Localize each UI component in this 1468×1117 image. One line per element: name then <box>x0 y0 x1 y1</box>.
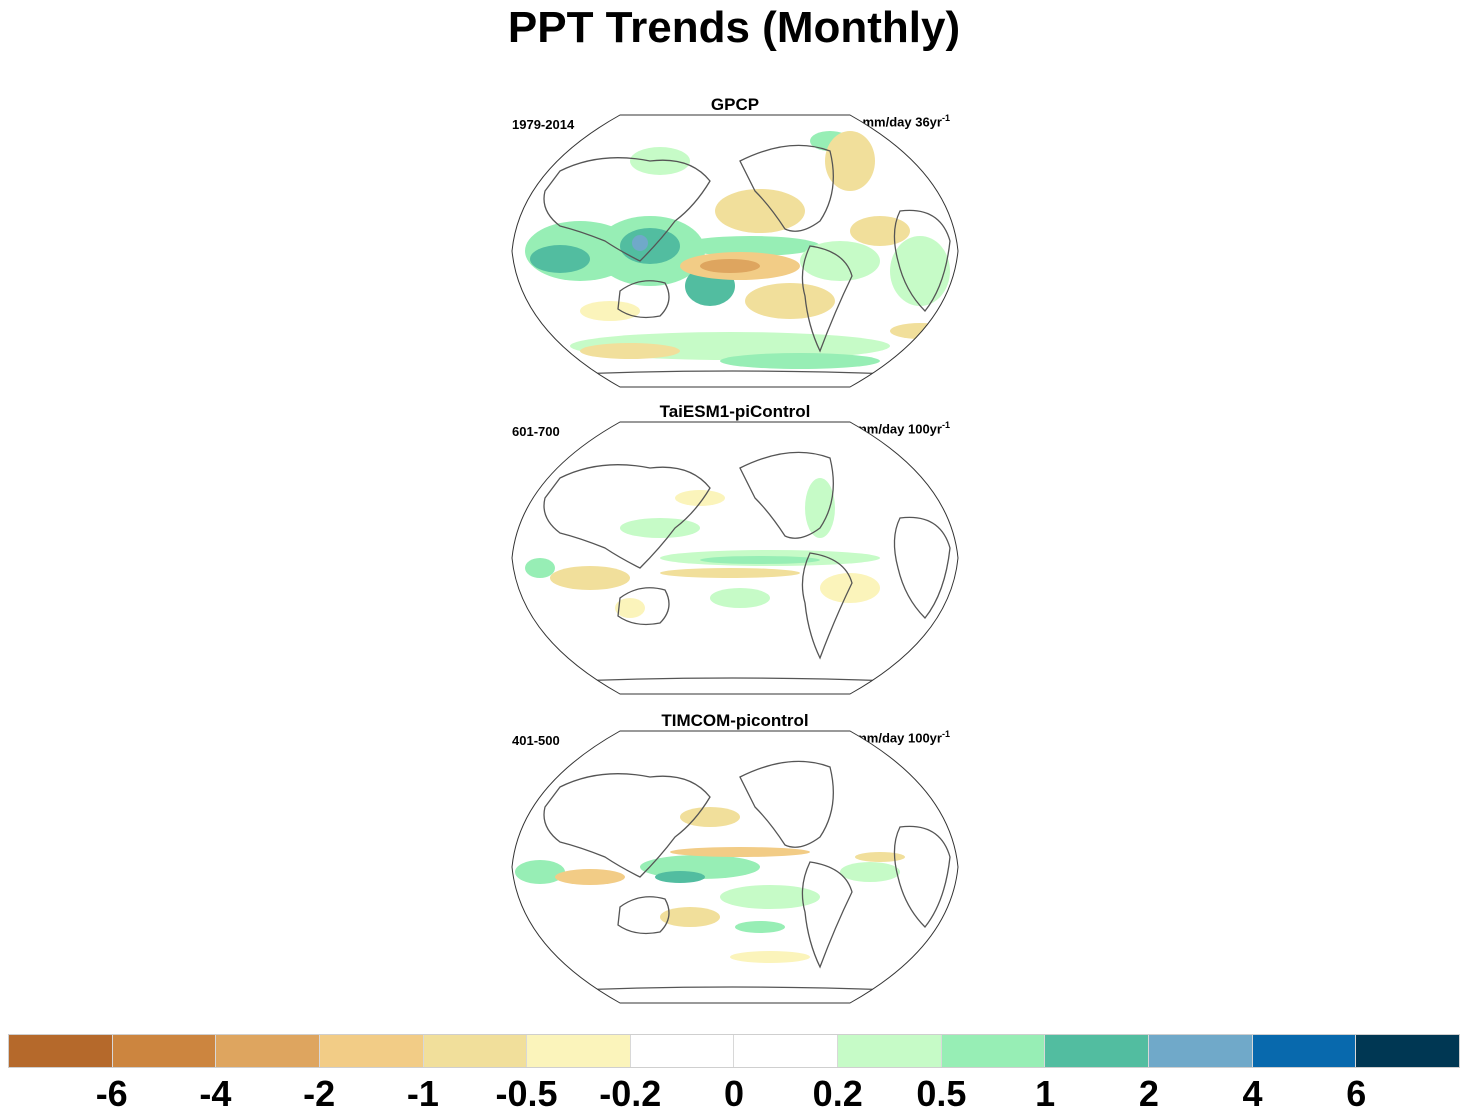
wet-anomaly <box>840 862 900 882</box>
coastline-south-america <box>801 245 853 353</box>
colorbar-tick-label: 0.2 <box>812 1073 863 1114</box>
colorbar-box <box>941 1035 1046 1067</box>
dry-anomaly <box>825 131 875 191</box>
coastline-africa <box>893 516 951 619</box>
panel-units: mm/day 100yr-1 <box>855 729 950 746</box>
colorbar-tick-label: 6 <box>1346 1073 1367 1114</box>
colorbar-tick-label: 1 <box>1035 1073 1056 1114</box>
wet-anomaly <box>515 860 565 884</box>
map-boundary <box>511 730 959 1004</box>
colorbar-tick-label: 0 <box>723 1073 745 1114</box>
coastline-australia <box>617 280 670 319</box>
coastline-africa <box>893 209 951 312</box>
colorbar-tick-label: -0.2 <box>599 1073 662 1114</box>
dry-anomaly <box>660 907 720 927</box>
wet-anomaly <box>530 245 590 273</box>
colorbar-tick-label: -4 <box>199 1073 232 1114</box>
map-panel-gpcp: GPCP 1979-2014 mm/day 36yr-1 <box>500 95 970 395</box>
colorbar-box <box>838 1035 942 1067</box>
world-map <box>511 730 959 1004</box>
coastline-asia <box>543 773 711 878</box>
colorbar-box <box>734 1035 839 1067</box>
dry-anomaly <box>855 852 905 862</box>
dry-anomaly <box>890 323 950 339</box>
dry-anomaly <box>745 283 835 319</box>
coastline-north-america <box>739 144 834 232</box>
wet-anomaly <box>805 478 835 538</box>
dry-anomaly <box>670 847 810 857</box>
world-map <box>511 421 959 695</box>
coastline-australia <box>617 896 670 935</box>
colorbar-tick-label: 0.5 <box>916 1073 967 1114</box>
dry-anomaly <box>555 869 625 885</box>
map-panel-taiesm1: TaiESM1-piControl 601-700 mm/day 100yr-1 <box>500 402 970 702</box>
colorbar-tick-label: 4 <box>1242 1073 1263 1114</box>
world-map <box>511 114 959 388</box>
wet-anomaly <box>800 241 880 281</box>
wet-anomaly <box>525 558 555 578</box>
colorbar-box <box>630 1035 735 1067</box>
coastline-south-america <box>801 552 853 660</box>
dry-anomaly <box>675 490 725 506</box>
wet-anomaly <box>680 236 820 256</box>
colorbar-box <box>1149 1035 1253 1067</box>
dry-anomaly <box>580 301 640 321</box>
map-boundary <box>511 114 959 388</box>
colorbar-box <box>9 1035 113 1067</box>
panel-period: 401-500 <box>512 733 560 748</box>
wet-anomaly <box>710 588 770 608</box>
coastline-australia <box>617 587 670 626</box>
dry-anomaly <box>715 189 805 233</box>
wet-anomaly <box>720 353 880 369</box>
colorbar <box>8 1034 1460 1068</box>
map-panel-timcom: TIMCOM-picontrol 401-500 mm/day 100yr-1 <box>500 711 970 1011</box>
wet-anomaly <box>630 147 690 175</box>
colorbar-box <box>1045 1035 1150 1067</box>
colorbar-tick-label: 2 <box>1138 1073 1159 1114</box>
panel-units: mm/day 36yr-1 <box>862 113 950 130</box>
colorbar-tick-label: -6 <box>95 1073 128 1114</box>
dry-anomaly <box>550 566 630 590</box>
colorbar-tick-label: -2 <box>303 1073 336 1114</box>
wet-anomaly <box>620 228 680 264</box>
dry-anomaly <box>660 568 800 578</box>
colorbar-box <box>1356 1035 1459 1067</box>
figure-title: PPT Trends (Monthly) <box>507 3 961 52</box>
wet-anomaly <box>735 921 785 933</box>
colorbar-box <box>112 1035 217 1067</box>
coastline-asia <box>543 464 711 569</box>
dry-anomaly <box>700 259 760 273</box>
wet-anomaly <box>655 871 705 883</box>
wet-anomaly <box>632 235 648 251</box>
wet-anomaly <box>890 236 950 306</box>
panel-title: TIMCOM-picontrol <box>661 711 809 730</box>
coastline-north-america <box>739 760 834 848</box>
colorbar-box <box>216 1035 320 1067</box>
coastline-south-america <box>801 861 853 969</box>
panel-units: mm/day 100yr-1 <box>855 420 950 437</box>
panel-period: 601-700 <box>512 424 560 439</box>
colorbar-box <box>319 1035 424 1067</box>
colorbar-box <box>527 1035 631 1067</box>
wet-anomaly <box>700 556 820 564</box>
panel-title: TaiESM1-piControl <box>659 402 811 421</box>
panel-period: 1979-2014 <box>512 117 575 132</box>
colorbar-tick-label: -0.5 <box>495 1073 558 1114</box>
coastline-asia <box>543 157 711 262</box>
dry-anomaly <box>580 343 680 359</box>
wet-anomaly <box>620 518 700 538</box>
colorbar-tick-label: -1 <box>406 1073 439 1114</box>
dry-anomaly <box>615 598 645 618</box>
dry-anomaly <box>680 807 740 827</box>
dry-anomaly <box>850 216 910 246</box>
coastline-africa <box>893 825 951 928</box>
map-boundary <box>511 421 959 695</box>
panel-title: GPCP <box>710 95 760 114</box>
coastline-north-america <box>739 451 834 539</box>
colorbar-box <box>423 1035 528 1067</box>
dry-anomaly <box>730 951 810 963</box>
wet-anomaly <box>720 885 820 909</box>
colorbar-box <box>1252 1035 1357 1067</box>
